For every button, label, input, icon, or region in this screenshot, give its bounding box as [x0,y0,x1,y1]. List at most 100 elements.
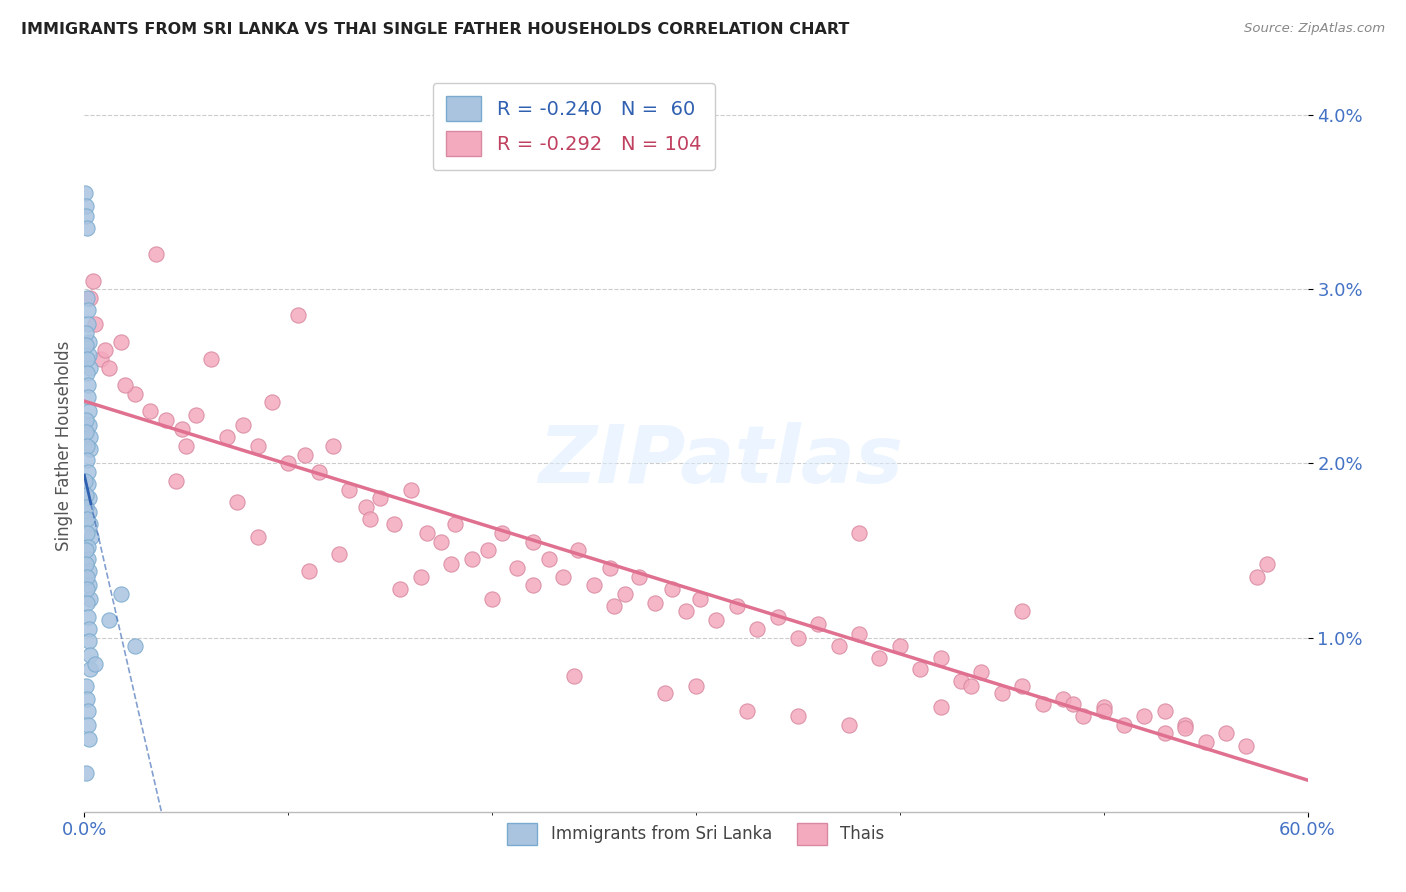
Point [80,530,103,544]
Point [77,334,100,349]
Point [603,599,626,614]
Point [138,404,160,418]
Point [172,421,194,435]
Text: IMMIGRANTS FROM SRI LANKA VS THAI SINGLE FATHER HOUSEHOLDS CORRELATION CHART: IMMIGRANTS FROM SRI LANKA VS THAI SINGLE… [21,22,849,37]
Point [77,303,100,318]
Point [505,561,527,575]
Point [287,309,309,323]
Point [79,291,101,305]
Point [174,439,197,453]
Point [1011,679,1033,693]
Point [766,609,789,624]
Point [75,558,97,572]
Point [1246,569,1268,583]
Point [322,439,344,453]
Point [1154,726,1177,740]
Point [76,512,98,526]
Point [950,674,973,689]
Point [93,343,115,358]
Point [725,599,748,614]
Point [75,425,97,439]
Point [77,609,100,624]
Point [246,439,269,453]
Point [1114,717,1136,731]
Point [308,465,330,479]
Point [399,483,422,497]
Point [79,348,101,362]
Point [186,408,208,422]
Point [76,465,98,479]
Point [444,517,467,532]
Point [960,679,983,693]
Point [929,700,952,714]
Point [77,552,100,566]
Point [910,662,932,676]
Point [339,483,361,497]
Point [562,669,585,683]
Point [76,691,98,706]
Point [1256,558,1278,572]
Point [79,662,101,676]
Point [869,651,891,665]
Legend: Immigrants from Sri Lanka, Thais: Immigrants from Sri Lanka, Thais [498,814,894,855]
Point [226,494,249,508]
Text: Source: ZipAtlas.com: Source: ZipAtlas.com [1244,22,1385,36]
Point [124,640,146,654]
Point [1195,735,1218,749]
Point [76,596,98,610]
Point [75,199,97,213]
Point [970,665,993,680]
Point [97,613,120,627]
Point [76,439,98,453]
Point [613,587,636,601]
Point [75,766,97,780]
Point [77,634,100,648]
Point [359,512,381,526]
Point [685,679,707,693]
Point [77,622,100,636]
Point [787,709,810,723]
Point [155,413,177,427]
Point [75,500,97,514]
Point [294,448,316,462]
Point [538,552,561,566]
Point [1174,721,1197,735]
Point [79,430,101,444]
Point [567,543,589,558]
Point [599,561,621,575]
Point [79,505,101,519]
Point [90,351,112,366]
Point [200,351,222,366]
Point [217,430,239,444]
Point [83,657,105,671]
Point [477,543,499,558]
Point [75,338,97,352]
Point [277,457,299,471]
Point [553,569,575,583]
Point [76,378,98,392]
Point [75,413,97,427]
Point [522,534,544,549]
Point [75,326,97,340]
Point [77,418,100,433]
Point [77,578,100,592]
Point [83,317,105,331]
Point [661,582,683,596]
Point [75,543,97,558]
Point [75,209,97,223]
Point [481,592,503,607]
Point [848,526,870,541]
Point [79,442,101,457]
Point [77,390,100,404]
Point [1073,709,1095,723]
Y-axis label: Single Father Households: Single Father Households [55,341,73,551]
Point [627,569,650,583]
Point [747,622,769,636]
Point [328,547,350,561]
Point [828,640,851,654]
Point [79,648,101,662]
Point [1062,697,1084,711]
Point [389,582,412,596]
Text: ZIPatlas: ZIPatlas [538,422,903,500]
Point [807,616,830,631]
